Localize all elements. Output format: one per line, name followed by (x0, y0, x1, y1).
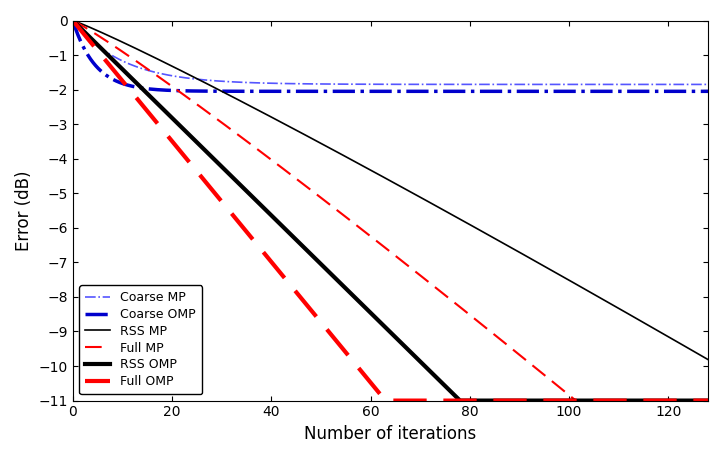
Full MP (325, 202, 334, 207)
RSS MP (703, 357, 712, 362)
X-axis label: Number of iterations: Number of iterations (304, 425, 476, 443)
Coarse OMP (505, 88, 513, 94)
Coarse MP (576, 82, 584, 87)
Coarse OMP (69, 18, 77, 23)
Full MP (348, 219, 357, 225)
RSS MP (69, 18, 77, 23)
RSS MP (133, 47, 142, 52)
Line: RSS MP: RSS MP (73, 21, 708, 360)
Full MP (133, 60, 142, 65)
Coarse MP (69, 18, 77, 23)
Full OMP (703, 398, 712, 403)
Full MP (576, 398, 584, 403)
RSS OMP (703, 398, 712, 403)
RSS OMP (69, 18, 77, 23)
RSS OMP (133, 82, 142, 87)
Coarse OMP (564, 88, 573, 94)
RSS MP (348, 158, 357, 163)
RSS MP (505, 244, 513, 249)
Full OMP (381, 398, 390, 403)
Full OMP (325, 330, 334, 336)
RSS OMP (576, 398, 584, 403)
Full MP (505, 344, 513, 349)
Full OMP (133, 97, 142, 102)
RSS MP (325, 145, 334, 151)
Coarse OMP (133, 85, 142, 90)
Line: Full OMP: Full OMP (73, 21, 708, 401)
Line: Coarse OMP: Coarse OMP (73, 21, 708, 91)
Full MP (572, 398, 581, 403)
RSS OMP (455, 398, 464, 403)
Legend: Coarse MP, Coarse OMP, RSS MP, Full MP, RSS OMP, Full OMP: Coarse MP, Coarse OMP, RSS MP, Full MP, … (79, 285, 202, 394)
Coarse OMP (325, 88, 334, 94)
Full MP (564, 392, 573, 397)
Coarse MP (564, 82, 573, 87)
Coarse MP (703, 82, 712, 87)
RSS OMP (505, 398, 514, 403)
Coarse OMP (703, 88, 712, 94)
Line: Full MP: Full MP (73, 21, 708, 401)
Full OMP (576, 398, 584, 403)
Full OMP (505, 398, 514, 403)
Full OMP (565, 398, 573, 403)
Y-axis label: Error (dB): Error (dB) (15, 170, 33, 251)
Line: RSS OMP: RSS OMP (73, 21, 708, 401)
RSS OMP (348, 293, 357, 298)
Full OMP (348, 358, 357, 363)
Line: Coarse MP: Coarse MP (73, 21, 708, 84)
RSS OMP (325, 270, 334, 275)
Coarse MP (348, 82, 357, 87)
Coarse MP (133, 65, 142, 70)
Coarse MP (505, 82, 513, 87)
Coarse OMP (576, 88, 584, 94)
RSS OMP (565, 398, 573, 403)
RSS MP (576, 284, 584, 289)
Full MP (69, 18, 77, 23)
Full MP (703, 398, 712, 403)
Coarse OMP (348, 88, 357, 94)
Full OMP (69, 18, 77, 23)
RSS MP (564, 277, 573, 283)
Coarse MP (325, 82, 334, 87)
